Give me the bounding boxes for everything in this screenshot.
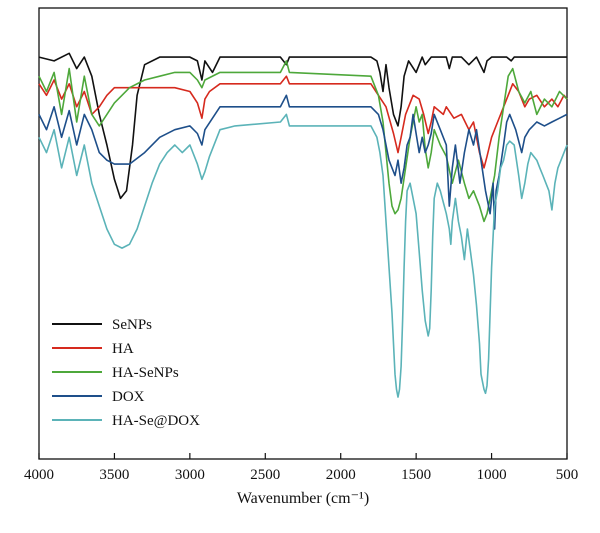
x-tick-label: 3000	[175, 467, 205, 483]
x-tick-label: 2500	[250, 467, 280, 483]
legend-label: HA	[112, 341, 134, 357]
x-tick-label: 1000	[477, 467, 507, 483]
x-tick-label: 1500	[401, 467, 431, 483]
plot-frame	[38, 7, 568, 460]
series-layer	[38, 52, 568, 398]
series-line-ha-se-dox	[38, 113, 568, 398]
legend-label: DOX	[112, 389, 145, 405]
series-line-ha-senps	[38, 60, 568, 223]
series-line-ha	[38, 75, 568, 169]
legend-label: HA-SeNPs	[112, 365, 179, 381]
x-tick-label: 500	[556, 467, 579, 483]
legend-label: SeNPs	[112, 317, 152, 333]
series-line-senps	[38, 52, 567, 200]
x-tick-label: 4000	[24, 467, 54, 483]
x-axis-title: Wavenumber (cm⁻¹)	[237, 490, 369, 507]
x-tick-label: 2000	[326, 467, 356, 483]
legend: SeNPs HA HA-SeNPs DOX HA-Se@DOX	[52, 317, 200, 429]
x-tick-label: 3500	[99, 467, 129, 483]
x-axis-ticks: 4000 3500 3000 2500 2000 1500 1000 500	[24, 453, 578, 483]
legend-label: HA-Se@DOX	[112, 413, 200, 429]
